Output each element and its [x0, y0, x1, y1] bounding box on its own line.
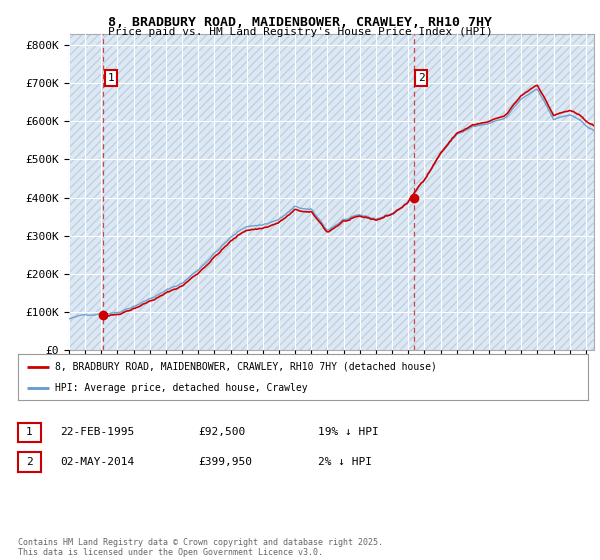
Text: HPI: Average price, detached house, Crawley: HPI: Average price, detached house, Craw…	[55, 383, 308, 393]
Text: 2% ↓ HPI: 2% ↓ HPI	[318, 457, 372, 467]
Text: 02-MAY-2014: 02-MAY-2014	[60, 457, 134, 467]
Text: £399,950: £399,950	[198, 457, 252, 467]
Text: 2: 2	[418, 73, 425, 83]
Text: 2: 2	[26, 457, 33, 467]
Text: Price paid vs. HM Land Registry's House Price Index (HPI): Price paid vs. HM Land Registry's House …	[107, 27, 493, 37]
Text: 19% ↓ HPI: 19% ↓ HPI	[318, 427, 379, 437]
Text: 1: 1	[107, 73, 114, 83]
Text: 8, BRADBURY ROAD, MAIDENBOWER, CRAWLEY, RH10 7HY: 8, BRADBURY ROAD, MAIDENBOWER, CRAWLEY, …	[108, 16, 492, 29]
Text: £92,500: £92,500	[198, 427, 245, 437]
Text: 1: 1	[26, 427, 33, 437]
Text: Contains HM Land Registry data © Crown copyright and database right 2025.
This d: Contains HM Land Registry data © Crown c…	[18, 538, 383, 557]
Text: 8, BRADBURY ROAD, MAIDENBOWER, CRAWLEY, RH10 7HY (detached house): 8, BRADBURY ROAD, MAIDENBOWER, CRAWLEY, …	[55, 362, 437, 372]
Text: 22-FEB-1995: 22-FEB-1995	[60, 427, 134, 437]
